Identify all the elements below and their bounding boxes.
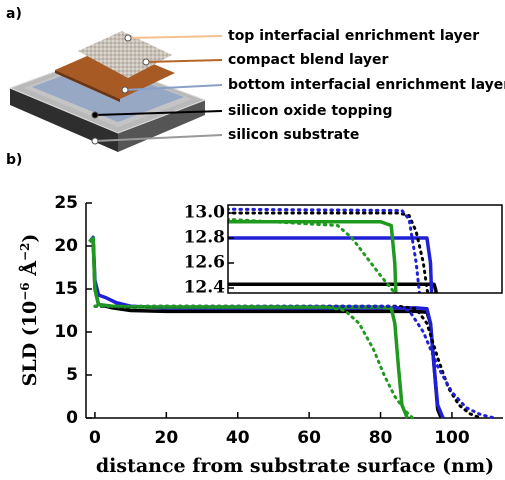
- y-label-part: Å: [18, 261, 41, 283]
- inset-y-tick-label: 12.6: [184, 253, 225, 273]
- x-tick-label: 0: [89, 428, 101, 448]
- x-tick-label: 20: [154, 428, 178, 448]
- layer-label: top interfacial enrichment layer: [228, 28, 479, 44]
- y-tick-label: 25: [54, 193, 78, 213]
- panel-label: b): [6, 152, 22, 168]
- x-tick-label: 80: [369, 428, 393, 448]
- inset-y-tick-label: 13.0: [184, 203, 226, 223]
- layer-label: silicon oxide topping: [228, 103, 392, 119]
- line-series: [95, 306, 413, 418]
- inset-y-tick-label: 12.4: [184, 278, 226, 298]
- layer-stack: [10, 31, 205, 152]
- x-axis-label: distance from substrate surface (nm): [96, 455, 494, 477]
- layer-label: compact blend layer: [228, 52, 388, 68]
- inset-background: [228, 205, 503, 293]
- y-tick-label: 5: [66, 365, 78, 385]
- y-tick-label: 10: [54, 322, 78, 342]
- y-tick-label: 20: [54, 236, 78, 256]
- figure: a) top interfacial enrichment layer comp…: [0, 0, 505, 480]
- inset-y-tick-label: 12.8: [184, 228, 225, 248]
- line-series: [95, 306, 495, 418]
- y-label-part: ): [19, 234, 41, 243]
- panel-label: a): [6, 6, 22, 22]
- x-tick-label: 40: [226, 428, 250, 448]
- y-label-part: SLD (10: [19, 301, 41, 387]
- y-axis-label: SLD (10−6 Å−2): [18, 234, 41, 387]
- layer-label: silicon substrate: [228, 127, 359, 143]
- y-label-part: −6: [18, 282, 32, 300]
- y-tick-label: 0: [66, 408, 78, 428]
- line-series: [95, 306, 481, 418]
- y-label-part: −2: [18, 243, 32, 261]
- x-tick-label: 100: [434, 428, 470, 448]
- layer-label: bottom interfacial enrichment layer: [228, 77, 505, 93]
- y-tick-label: 15: [54, 279, 78, 299]
- x-tick-label: 60: [297, 428, 321, 448]
